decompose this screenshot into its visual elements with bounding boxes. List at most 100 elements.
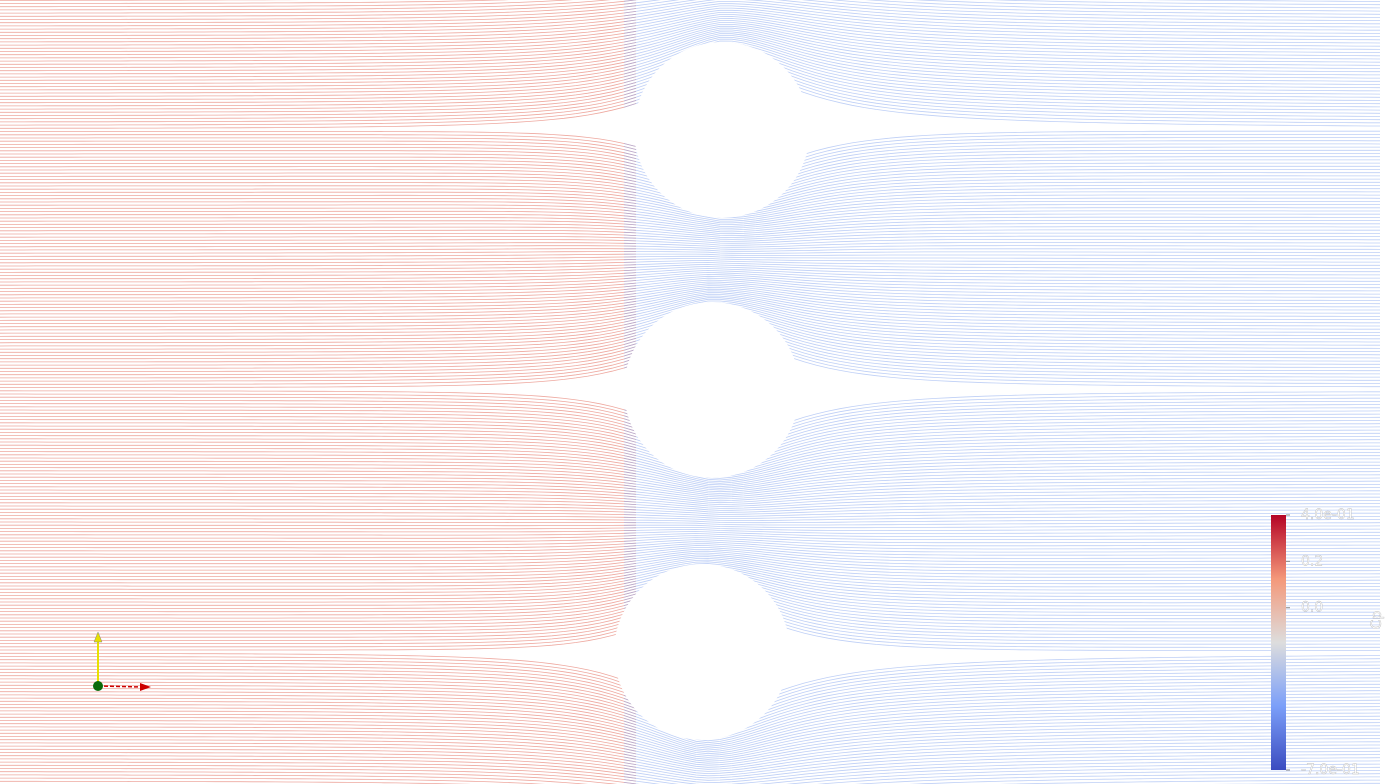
streamline xyxy=(0,441,637,459)
streamline xyxy=(0,580,637,597)
streamline xyxy=(0,598,637,619)
streamline xyxy=(0,678,637,709)
streamline xyxy=(0,621,637,644)
streamline xyxy=(623,516,1380,521)
streamline xyxy=(0,585,637,603)
streamline xyxy=(0,729,637,752)
streamline xyxy=(0,253,637,257)
streamline xyxy=(623,288,1380,314)
streamline xyxy=(623,18,1381,53)
streamline xyxy=(0,573,637,587)
streamline xyxy=(623,9,1381,41)
streamline xyxy=(0,298,637,312)
streamline xyxy=(623,245,1380,250)
streamline xyxy=(911,0,1381,9)
streamline xyxy=(0,242,637,244)
streamline xyxy=(0,565,637,577)
streamline xyxy=(0,409,637,432)
streamline xyxy=(0,236,637,239)
streamline xyxy=(623,763,1381,784)
streamline xyxy=(0,100,637,126)
streamline xyxy=(0,527,637,530)
streamline xyxy=(623,683,1380,738)
streamline xyxy=(0,560,637,571)
streamline xyxy=(0,505,637,511)
cylinder xyxy=(614,564,790,740)
streamline xyxy=(0,44,637,65)
streamline xyxy=(623,535,1380,544)
streamline xyxy=(623,484,1380,502)
streamline xyxy=(623,496,1380,509)
streamline xyxy=(0,496,637,503)
streamline xyxy=(0,742,637,763)
streamline xyxy=(0,25,637,43)
streamline xyxy=(0,229,637,234)
streamline xyxy=(0,19,637,36)
streamline xyxy=(0,321,637,340)
streamline xyxy=(623,31,1380,76)
streamline xyxy=(0,153,637,168)
streamline xyxy=(624,248,1381,252)
streamline xyxy=(0,656,637,689)
streamline xyxy=(0,521,637,524)
streamline xyxy=(623,747,1381,777)
streamline xyxy=(623,541,1380,553)
x-axis-head xyxy=(140,683,151,691)
streamline xyxy=(0,313,637,331)
streamline xyxy=(623,537,1380,547)
streamline xyxy=(0,486,637,495)
streamline xyxy=(0,542,637,549)
streamline xyxy=(0,343,637,366)
streamline xyxy=(0,0,574,8)
streamline xyxy=(623,255,1380,260)
streamline xyxy=(0,175,637,188)
streamline xyxy=(0,412,637,435)
streamline xyxy=(623,493,1380,507)
streamline xyxy=(0,532,637,536)
color-legend: 4.0e-01 0.2 0.0 -7.0e-01 Cp xyxy=(1286,507,1385,778)
streamline xyxy=(0,143,637,159)
streamline xyxy=(0,547,637,555)
streamline xyxy=(623,770,1381,784)
streamline xyxy=(0,732,637,755)
cylinder xyxy=(634,42,810,218)
streamline xyxy=(623,204,1380,226)
streamline xyxy=(623,512,1380,519)
streamline xyxy=(623,741,1380,772)
streamline xyxy=(623,271,1380,285)
streamline xyxy=(0,272,637,280)
streamline xyxy=(0,432,637,451)
streamline xyxy=(623,487,1380,504)
streamline xyxy=(623,509,1380,517)
streamline xyxy=(623,300,1380,336)
streamline xyxy=(0,575,637,590)
streamline xyxy=(0,448,637,464)
streamline xyxy=(0,583,637,600)
streamline xyxy=(623,303,1380,343)
streamline xyxy=(0,618,637,641)
streamline xyxy=(0,530,637,533)
streamline xyxy=(623,531,1380,537)
streamline xyxy=(623,519,1381,524)
streamline xyxy=(623,295,1380,327)
y-axis-head xyxy=(93,631,103,643)
streamline xyxy=(0,435,637,454)
streamline xyxy=(0,349,637,372)
streamline xyxy=(623,506,1380,515)
streamline xyxy=(623,744,1380,775)
streamline xyxy=(623,563,1380,591)
streamline xyxy=(0,457,637,472)
streamline xyxy=(623,750,1381,779)
streamline xyxy=(0,53,637,75)
streamline xyxy=(623,719,1381,758)
streamline xyxy=(0,329,637,350)
streamline xyxy=(623,760,1381,784)
streamline xyxy=(623,566,1380,597)
streamline xyxy=(623,22,1381,60)
streamline xyxy=(0,470,637,482)
streamline xyxy=(623,480,1380,500)
streamline xyxy=(0,166,637,180)
streamline xyxy=(0,668,637,701)
streamline xyxy=(623,543,1380,556)
streamline xyxy=(0,188,637,199)
